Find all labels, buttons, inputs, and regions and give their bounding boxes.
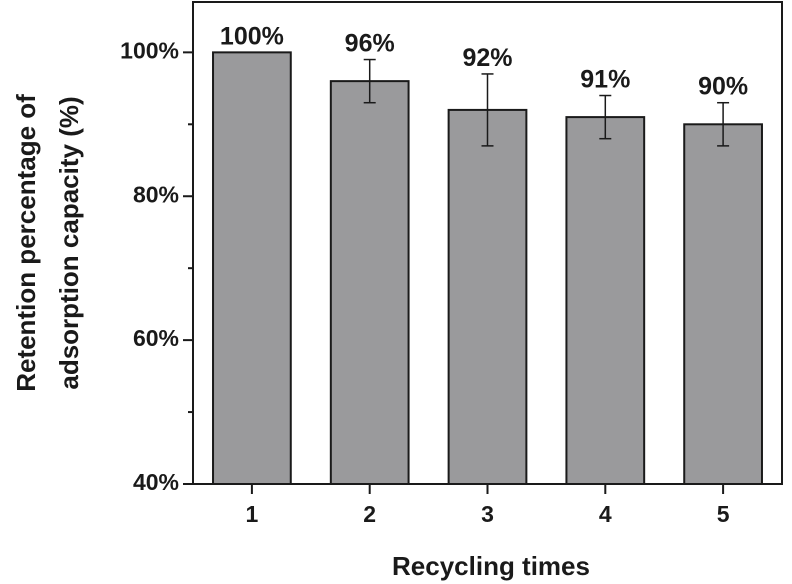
bar [329,80,410,485]
x-tick-label: 5 [717,501,730,527]
y-axis-title-line-1: Retention percentage of [11,94,41,392]
bar [447,108,528,485]
y-tick-label: 40% [133,469,179,495]
bar [565,116,646,485]
x-tick-label: 3 [481,501,494,527]
bar-data-label: 100% [220,22,284,50]
y-axis-title: Retention percentage of adsorption capac… [11,94,84,392]
x-axis-title: Recycling times [392,551,590,581]
bars-group [212,51,763,486]
bar-data-label: 96% [345,30,395,58]
x-tick-label: 1 [246,501,259,527]
bar-data-label: 91% [580,66,630,94]
x-axis-ticks: 1 2 3 4 5 [246,484,730,527]
bar-data-label: 90% [698,73,748,101]
y-axis-title-line-2: adsorption capacity (%) [54,96,84,389]
error-bars-group [363,58,730,147]
bar [683,123,763,486]
data-labels-group: 100% 96% 92% 91% 90% [220,22,748,100]
y-tick-label: 100% [120,37,179,63]
x-tick-label: 2 [363,501,376,527]
y-axis-ticks: 40% 60% 80% 100% [120,37,193,495]
y-tick-label: 60% [133,325,179,351]
x-tick-label: 4 [599,501,612,527]
y-tick-label: 80% [133,181,179,207]
bar-data-label: 92% [462,44,512,72]
bar [212,51,292,485]
